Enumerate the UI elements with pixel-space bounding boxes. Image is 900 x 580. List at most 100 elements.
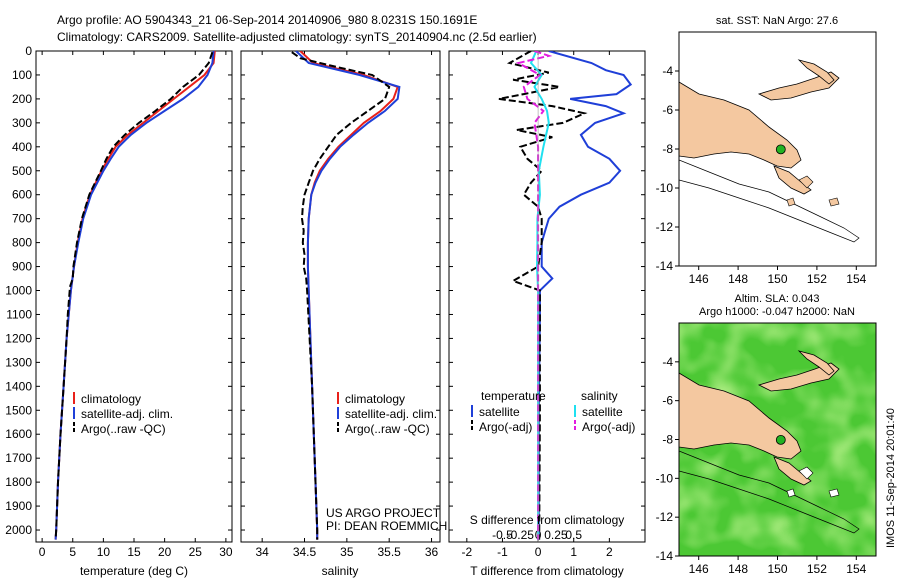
- map-y-tick-label: -6: [662, 394, 673, 408]
- top-tick-label: 0.25: [544, 528, 568, 542]
- salinity-x-axis: 34 34.5 35 35.5 36: [255, 51, 439, 559]
- salinity-depth-ticks: [241, 50, 440, 531]
- x-tick-label: 2: [606, 545, 613, 559]
- difference-series: [498, 51, 633, 542]
- x-tick-label: 0: [39, 545, 46, 559]
- new-britain-island: [757, 362, 840, 392]
- x-tick-label: -2: [461, 545, 472, 559]
- map-x-tick-label: 148: [728, 562, 748, 576]
- temperature-panel: 0100200300400500600700800900100011001200…: [5, 44, 233, 578]
- difference-depth-ticks: [449, 50, 645, 531]
- legend-climatology: climatology: [345, 392, 405, 406]
- y-tick-label: 1500: [5, 403, 32, 417]
- y-tick-label: 1200: [5, 331, 32, 345]
- legend-temperature-title: temperature: [481, 389, 546, 403]
- y-tick-label: 700: [12, 212, 32, 226]
- x-tick-label: 35: [340, 545, 354, 559]
- map-y-tick-label: -4: [662, 355, 673, 369]
- new-ireland-island: [797, 59, 835, 85]
- map-x-tick-label: 152: [807, 562, 827, 576]
- difference-plot-frame: [448, 50, 646, 543]
- map-y-tick-label: -4: [662, 64, 673, 78]
- reef-outline: [679, 450, 860, 534]
- legend-satellite: satellite-adj. clim.: [345, 407, 437, 421]
- series-line-temperature-argo-adj: [498, 51, 588, 540]
- map-y-tick-label: -12: [656, 510, 674, 524]
- map-y-tick-label: -6: [662, 103, 673, 117]
- x-tick-label: 30: [219, 545, 233, 559]
- x-tick-label: 35.5: [378, 545, 402, 559]
- y-tick-label: 1000: [5, 284, 32, 298]
- sst-map-axes: 146 148 150 152 154 -4 -6 -8 -10 -12 -14: [656, 64, 867, 286]
- map-y-tick-label: -8: [662, 433, 673, 447]
- y-tick-label: 500: [12, 164, 32, 178]
- legend-climatology: climatology: [81, 392, 141, 406]
- sst-map-title: sat. SST: NaN Argo: 27.6: [716, 15, 838, 27]
- difference-legend: temperature satellite Argo(-adj) salinit…: [471, 389, 635, 434]
- series-line-argo-raw-qc: [54, 51, 214, 540]
- salinity-series: [291, 51, 401, 540]
- y-tick-label: 2000: [5, 523, 32, 537]
- legend-t-satellite: satellite: [479, 405, 520, 419]
- island-cluster: [786, 466, 840, 498]
- header-line1: Argo profile: AO 5904343_21 06-Sep-2014 …: [57, 13, 477, 27]
- project-annotation: US ARGO PROJECT: [326, 506, 441, 520]
- imos-timestamp: IMOS 11-Sep-2014 20:01:40: [885, 408, 897, 548]
- map-x-tick-label: 154: [846, 562, 866, 576]
- x-tick-label: 34: [255, 545, 269, 559]
- y-tick-label: 300: [12, 116, 32, 130]
- sst-map-land: [679, 59, 860, 243]
- series-line-temperature-satellite: [537, 51, 633, 540]
- salinity-axis-label: salinity: [322, 564, 359, 578]
- legend-argo: Argo(..raw -QC): [81, 422, 166, 436]
- y-tick-label: 1800: [5, 475, 32, 489]
- legend-salinity-title: salinity: [581, 389, 618, 403]
- top-tick-label: -0.25: [507, 528, 535, 542]
- top-tick-label: 0.5: [565, 528, 582, 542]
- series-line-satellite-adj-clim: [54, 51, 215, 540]
- y-tick-label: 400: [12, 140, 32, 154]
- peninsula: [773, 165, 812, 195]
- y-tick-label: 1100: [6, 307, 32, 321]
- y-tick-label: 1900: [5, 499, 32, 513]
- sla-map-subtitle: Argo h1000: -0.047 h2000: NaN: [699, 306, 855, 318]
- x-tick-label: 20: [158, 545, 172, 559]
- x-tick-label: -1: [497, 545, 508, 559]
- top-tick-label: -0.5: [492, 528, 513, 542]
- island-cluster: [786, 175, 840, 207]
- y-tick-label: 800: [12, 236, 32, 250]
- sla-map-panel: Altim. SLA: 0.043 Argo h1000: -0.047 h20…: [656, 293, 877, 576]
- temperature-series: [54, 51, 216, 540]
- series-line-satellite-adj-clim: [295, 51, 401, 540]
- x-tick-label: 36: [425, 545, 439, 559]
- map-x-tick-label: 154: [846, 272, 866, 286]
- new-guinea-landmass: [679, 81, 802, 169]
- pi-annotation: PI: DEAN ROEMMICH: [326, 519, 447, 533]
- map-x-tick-label: 150: [767, 562, 787, 576]
- y-tick-label: 1400: [5, 379, 32, 393]
- x-tick-label: 34.5: [293, 545, 317, 559]
- map-x-tick-label: 146: [689, 562, 709, 576]
- legend-argo: Argo(..raw -QC): [345, 422, 430, 436]
- y-tick-label: 1700: [5, 451, 32, 465]
- map-y-tick-label: -10: [656, 471, 674, 485]
- sst-map-panel: sat. SST: NaN Argo: 27.6 146 148 150 152 154…: [656, 15, 877, 286]
- salinity-panel: 34 34.5 35 35.5 36 salinity climatology sate…: [240, 50, 447, 578]
- depth-axis: 0 100 200 300 400 500 600 700 800 900 1000 1100 1200…: [5, 44, 232, 537]
- map-y-tick-label: -12: [656, 220, 674, 234]
- legend-t-argo: Argo(-adj): [479, 420, 532, 434]
- map-x-tick-label: 152: [807, 272, 827, 286]
- new-guinea-landmass: [679, 372, 802, 460]
- new-ireland-island: [797, 350, 835, 376]
- x-tick-label: 10: [97, 545, 111, 559]
- series-line-climatology: [54, 51, 216, 540]
- argo-float-marker: [775, 434, 786, 445]
- temperature-axis-label: temperature (deg C): [80, 564, 188, 578]
- y-tick-label: 0: [25, 44, 32, 58]
- difference-panel: -2 -1 0 1 2 -0.5-0.25 0 0.250.5 T difference f…: [448, 50, 646, 578]
- legend-satellite: satellite-adj. clim.: [81, 407, 173, 421]
- map-y-tick-label: -14: [656, 259, 674, 273]
- salinity-legend: climatology satellite-adj. clim. Argo(..…: [337, 392, 437, 436]
- map-y-tick-label: -8: [662, 142, 673, 156]
